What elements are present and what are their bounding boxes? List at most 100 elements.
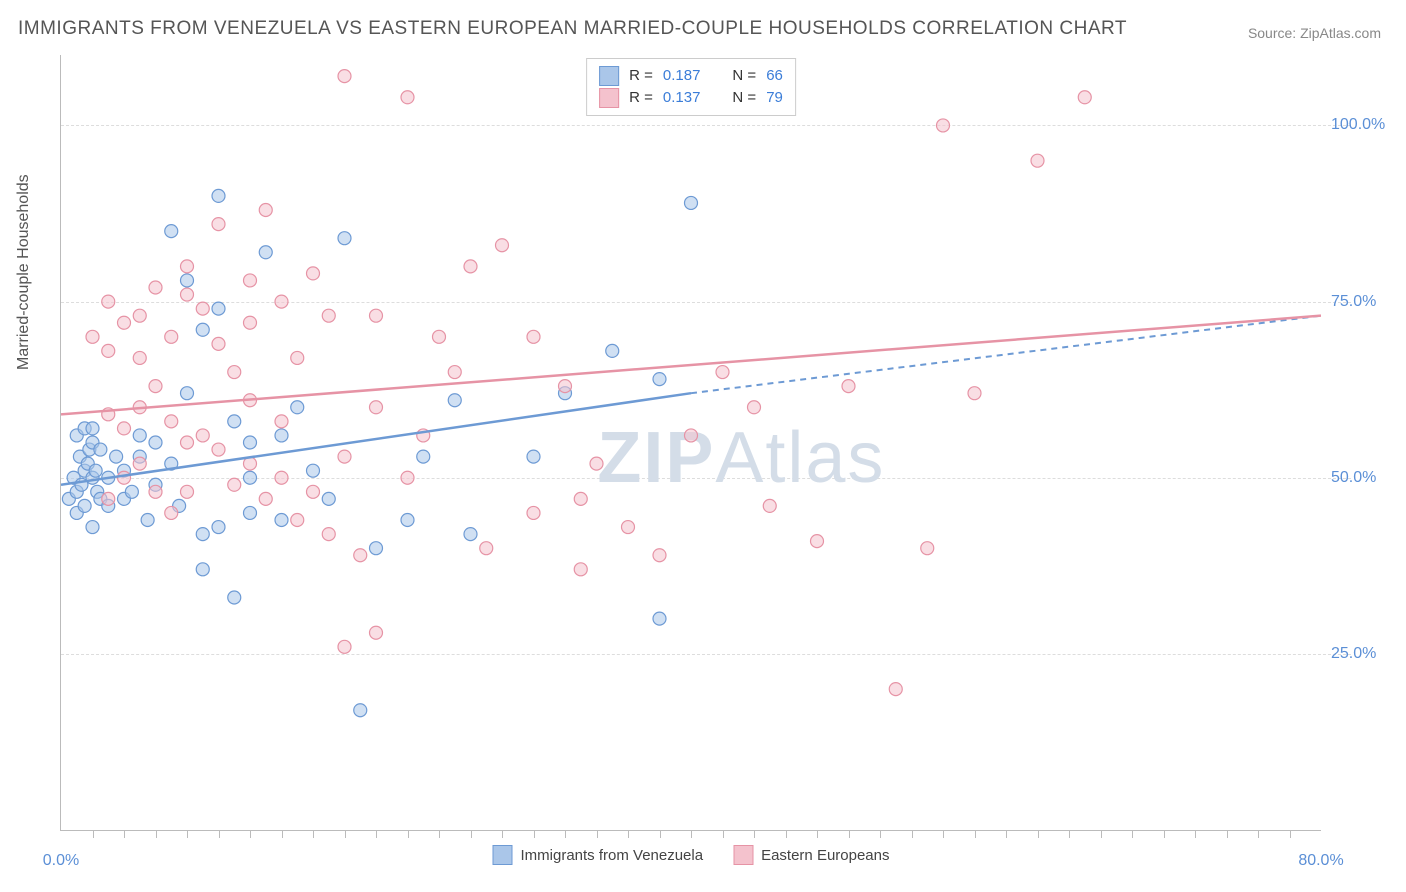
x-tick-label: 0.0% — [43, 852, 79, 870]
legend-row: R =0.187N =66 — [599, 65, 783, 87]
scatter-point — [78, 499, 91, 512]
scatter-point — [937, 119, 950, 132]
scatter-point — [212, 443, 225, 456]
scatter-point — [165, 415, 178, 428]
scatter-point — [228, 366, 241, 379]
scatter-point — [433, 330, 446, 343]
scatter-plot-svg — [61, 55, 1321, 830]
x-tick — [754, 830, 755, 838]
scatter-point — [181, 387, 194, 400]
scatter-point — [196, 323, 209, 336]
scatter-point — [196, 563, 209, 576]
scatter-point — [102, 344, 115, 357]
scatter-point — [338, 640, 351, 653]
x-tick — [439, 830, 440, 838]
scatter-point — [165, 330, 178, 343]
scatter-point — [244, 436, 257, 449]
x-tick — [1290, 830, 1291, 838]
scatter-point — [716, 366, 729, 379]
x-tick — [282, 830, 283, 838]
scatter-point — [259, 204, 272, 217]
scatter-point — [110, 450, 123, 463]
y-tick-label: 75.0% — [1331, 293, 1391, 311]
scatter-point — [212, 218, 225, 231]
legend-label: Immigrants from Venezuela — [521, 847, 704, 864]
x-tick — [912, 830, 913, 838]
x-tick — [943, 830, 944, 838]
x-tick — [534, 830, 535, 838]
scatter-point — [212, 521, 225, 534]
scatter-point — [244, 274, 257, 287]
legend-n-label: N = — [732, 65, 756, 87]
legend-r-value: 0.137 — [663, 87, 701, 109]
scatter-point — [181, 274, 194, 287]
scatter-point — [86, 521, 99, 534]
scatter-point — [181, 485, 194, 498]
scatter-point — [244, 471, 257, 484]
scatter-point — [94, 443, 107, 456]
x-tick — [408, 830, 409, 838]
x-tick-label: 80.0% — [1298, 852, 1343, 870]
scatter-point — [244, 316, 257, 329]
source-attribution: Source: ZipAtlas.com — [1248, 25, 1381, 41]
scatter-point — [118, 316, 131, 329]
x-tick — [1006, 830, 1007, 838]
scatter-point — [141, 514, 154, 527]
scatter-point — [354, 704, 367, 717]
scatter-point — [322, 528, 335, 541]
scatter-point — [653, 373, 666, 386]
x-tick — [1164, 830, 1165, 838]
scatter-point — [212, 189, 225, 202]
x-tick — [975, 830, 976, 838]
x-tick — [817, 830, 818, 838]
legend-item: Immigrants from Venezuela — [493, 845, 704, 865]
legend-correlation-box: R =0.187N =66R =0.137N =79 — [586, 58, 796, 116]
scatter-point — [748, 401, 761, 414]
legend-n-label: N = — [732, 87, 756, 109]
x-tick — [471, 830, 472, 838]
x-tick — [565, 830, 566, 838]
scatter-point — [370, 401, 383, 414]
scatter-point — [527, 450, 540, 463]
scatter-point — [102, 295, 115, 308]
chart-title: IMMIGRANTS FROM VENEZUELA VS EASTERN EUR… — [18, 18, 1127, 40]
scatter-point — [417, 450, 430, 463]
scatter-point — [244, 506, 257, 519]
scatter-point — [259, 246, 272, 259]
scatter-point — [149, 485, 162, 498]
x-tick — [597, 830, 598, 838]
scatter-point — [480, 542, 493, 555]
legend-r-label: R = — [629, 87, 653, 109]
scatter-point — [590, 457, 603, 470]
scatter-point — [181, 260, 194, 273]
scatter-point — [212, 337, 225, 350]
scatter-point — [181, 436, 194, 449]
scatter-point — [448, 366, 461, 379]
scatter-point — [133, 351, 146, 364]
trend-line-extrapolated — [691, 316, 1321, 394]
scatter-point — [763, 499, 776, 512]
y-axis-label: Married-couple Households — [15, 174, 33, 370]
x-tick — [187, 830, 188, 838]
x-tick — [502, 830, 503, 838]
scatter-point — [322, 492, 335, 505]
scatter-point — [196, 528, 209, 541]
scatter-point — [574, 492, 587, 505]
scatter-point — [133, 309, 146, 322]
scatter-point — [275, 415, 288, 428]
legend-swatch — [493, 845, 513, 865]
legend-swatch — [733, 845, 753, 865]
scatter-point — [889, 683, 902, 696]
scatter-point — [370, 309, 383, 322]
chart-plot-area: ZIPAtlas R =0.187N =66R =0.137N =79 Immi… — [60, 55, 1321, 831]
scatter-point — [322, 309, 335, 322]
scatter-point — [275, 514, 288, 527]
scatter-point — [307, 485, 320, 498]
x-tick — [345, 830, 346, 838]
x-tick — [1069, 830, 1070, 838]
scatter-point — [338, 450, 351, 463]
scatter-point — [574, 563, 587, 576]
scatter-point — [401, 471, 414, 484]
scatter-point — [968, 387, 981, 400]
legend-swatch — [599, 66, 619, 86]
